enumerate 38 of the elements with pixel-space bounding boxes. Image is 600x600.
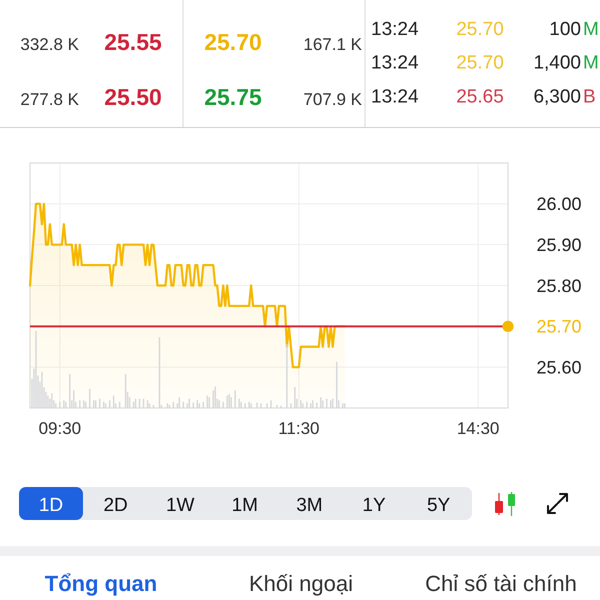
text: 1D — [38, 495, 64, 516]
text: 167.1 K — [303, 35, 363, 54]
y-tick-label: 25.70 — [536, 316, 582, 337]
text: M — [583, 52, 599, 74]
text: Chỉ số tài chính — [425, 571, 577, 596]
text: 1Y — [362, 495, 386, 516]
text: 25.70 — [204, 29, 262, 55]
x-tick-label: 09:30 — [38, 419, 82, 438]
text: M — [583, 19, 599, 40]
text: 13:24 — [371, 86, 419, 108]
text: 1W — [166, 495, 195, 516]
y-tick-label: 26.00 — [536, 194, 582, 214]
x-tick-label: 14:30 — [456, 419, 500, 438]
text: 13:24 — [371, 52, 419, 74]
text: 25.55 — [104, 29, 162, 55]
text: 25.65 — [456, 86, 504, 108]
text: 277.8 K — [20, 90, 80, 109]
y-tick-label: 25.80 — [536, 276, 582, 296]
text: 2D — [103, 495, 128, 516]
text: 5Y — [426, 495, 451, 516]
text: 332.8 K — [20, 35, 80, 54]
text: 25.70 — [456, 19, 504, 40]
text: 13:24 — [371, 19, 419, 40]
text: 6,300 — [533, 86, 581, 108]
text: 100 — [549, 19, 581, 40]
text: 25.50 — [104, 84, 162, 110]
text: 25.70 — [456, 52, 504, 74]
text: Khối ngoại — [249, 571, 353, 596]
text: 1,400 — [533, 52, 581, 74]
text: Tổng quan — [44, 571, 158, 596]
y-tick-label: 25.60 — [536, 357, 582, 378]
y-tick-label: 25.90 — [536, 234, 582, 255]
text: 707.9 K — [303, 90, 363, 109]
x-tick-label: 11:30 — [278, 419, 320, 438]
text: 3M — [296, 495, 323, 516]
text: B — [583, 86, 596, 108]
text: 25.75 — [204, 84, 262, 110]
text: 1M — [232, 495, 258, 516]
